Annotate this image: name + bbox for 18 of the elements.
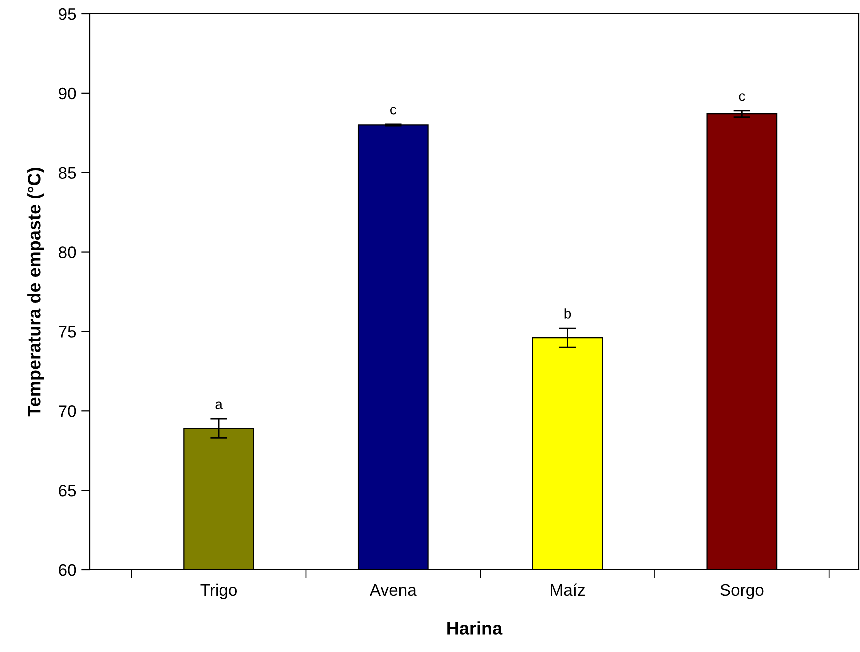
x-axis-title: Harina bbox=[448, 622, 503, 635]
y-tick-label: 65 bbox=[59, 484, 76, 497]
annotation: a bbox=[216, 402, 223, 410]
x-tick-label: Avena bbox=[370, 584, 417, 596]
y-axis-title: Temperatura de empaste (°C) bbox=[28, 168, 44, 417]
x-tick-label: Trigo bbox=[200, 584, 238, 600]
x-tick-label: Maíz bbox=[551, 584, 586, 596]
x-tick-label: Sorgo bbox=[720, 584, 764, 600]
annotation: c bbox=[739, 94, 746, 102]
y-tick-label: 90 bbox=[59, 88, 76, 100]
y-tick-label: 70 bbox=[59, 406, 76, 418]
y-tick-label: 75 bbox=[59, 326, 76, 338]
annotation: c bbox=[390, 107, 397, 115]
y-tick-label: 95 bbox=[59, 8, 76, 20]
y-tick-label: 80 bbox=[58, 246, 76, 258]
y-tick-label: 85 bbox=[58, 167, 76, 180]
annotation: b bbox=[564, 308, 572, 319]
y-tick-label: 60 bbox=[59, 564, 76, 576]
